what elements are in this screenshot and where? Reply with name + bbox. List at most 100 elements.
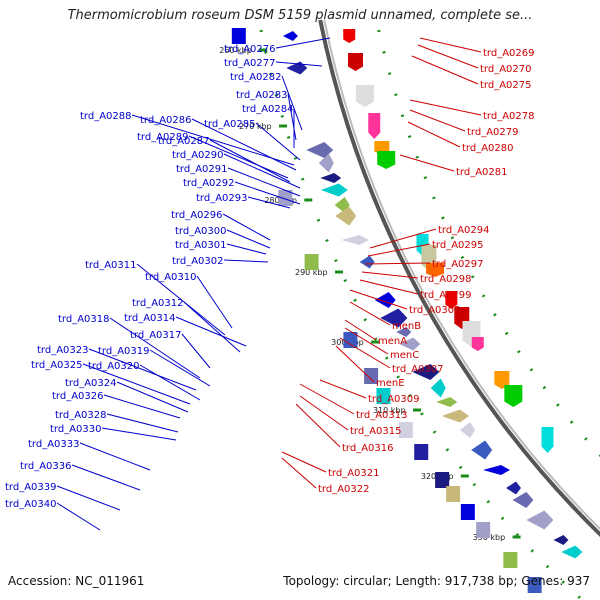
gene-label-right: menB: [392, 321, 421, 332]
forward-gene: [320, 173, 342, 183]
reverse-gene: [348, 53, 364, 71]
reverse-gene: [368, 113, 381, 139]
gene-label-right: trd_A0315: [350, 426, 402, 437]
forward-gene: [505, 481, 521, 495]
label-leader: [281, 457, 317, 489]
label-leader: [191, 118, 297, 171]
gene-label-right: trd_A0295: [432, 240, 484, 251]
gene-label-right: trd_A0303: [409, 305, 461, 316]
gene-label-left: trd_A0326: [52, 391, 104, 402]
reverse-gene: [426, 263, 445, 277]
gene-label-right: menC: [390, 350, 419, 361]
reverse-gene: [504, 385, 523, 407]
label-leader: [295, 403, 341, 448]
forward-gene-block: [398, 422, 413, 438]
label-leader: [116, 381, 189, 413]
label-leader: [399, 154, 455, 172]
label-leader: [139, 364, 201, 401]
forward-gene: [306, 142, 334, 158]
gene-label-left: trd_A0282: [230, 72, 282, 83]
gene-label-right: trd_A0322: [318, 484, 370, 495]
gene-label-left: trd_A0300: [175, 226, 227, 237]
label-leader: [287, 93, 297, 141]
label-leader: [109, 317, 201, 379]
forward-gene-block: [231, 28, 246, 44]
label-leader: [136, 263, 226, 336]
label-leader: [183, 301, 241, 353]
label-leader: [149, 349, 211, 387]
gene-label-left: trd_A0291: [176, 164, 228, 175]
gene-label-left: trd_A0311: [85, 260, 137, 271]
label-leader: [196, 275, 233, 329]
gene-label-left: trd_A0333: [28, 439, 80, 450]
label-leader: [223, 259, 269, 263]
forward-gene-block: [278, 190, 293, 206]
gene-label-left: trd_A0330: [50, 424, 102, 435]
gene-label-left: trd_A0320: [88, 361, 140, 372]
label-leader: [349, 301, 391, 326]
label-leader: [364, 262, 431, 265]
forward-gene: [512, 492, 534, 508]
forward-gene: [561, 545, 583, 559]
label-leader: [223, 153, 301, 189]
gene-label-right: trd_A0270: [480, 64, 532, 75]
gene-label-right: menE: [376, 378, 405, 389]
gene-label-left: trd_A0283: [236, 90, 288, 101]
forward-gene-block: [503, 552, 518, 568]
gene-label-left: trd_A0285: [204, 119, 256, 130]
gene-label-left: trd_A0288: [80, 111, 132, 122]
label-leader: [222, 213, 271, 241]
forward-gene: [460, 422, 476, 438]
label-leader: [299, 395, 349, 431]
label-leader: [339, 337, 391, 369]
label-leader: [234, 181, 301, 205]
label-leader: [369, 228, 437, 249]
forward-gene-block: [304, 254, 319, 270]
gene-label-left: trd_A0287: [158, 136, 210, 147]
gene-label-left: trd_A0323: [37, 345, 89, 356]
gene-label-left: trd_A0318: [58, 314, 110, 325]
gene-label-right: trd_A0269: [483, 48, 535, 59]
label-leader: [335, 345, 375, 383]
label-leader: [407, 121, 461, 148]
forward-gene: [553, 535, 569, 545]
gene-label-left: trd_A0301: [175, 240, 227, 251]
label-leader: [103, 394, 181, 419]
gene-label-left: trd_A0296: [171, 210, 223, 221]
label-leader: [56, 502, 101, 531]
label-leader: [226, 229, 271, 249]
label-leader: [88, 348, 197, 391]
forward-gene: [412, 364, 440, 380]
label-leader: [411, 55, 479, 85]
gene-label-right: trd_A0294: [438, 225, 490, 236]
forward-gene-block: [476, 522, 491, 538]
label-leader: [255, 122, 301, 161]
gene-label-right: trd_A0321: [328, 468, 380, 479]
label-leader: [188, 135, 289, 179]
map-title: Thermomicrobium roseum DSM 5159 plasmid …: [67, 8, 533, 23]
backbone-shade: [323, 19, 600, 530]
label-leader: [319, 379, 367, 399]
gene-label-right: trd_A0313: [356, 410, 408, 421]
forward-gene: [374, 292, 396, 308]
gene-label-left: trd_A0293: [196, 193, 248, 204]
forward-gene: [399, 337, 421, 351]
label-leader: [175, 316, 247, 347]
gene-label-left: trd_A0314: [124, 313, 176, 324]
label-leader: [247, 196, 291, 209]
kbp-tick-label: 290 kbp: [295, 268, 328, 277]
label-leader: [209, 139, 291, 183]
label-leader: [361, 271, 419, 279]
gene-label-right: trd_A0275: [480, 80, 532, 91]
gene-label-left: trd_A0328: [55, 410, 107, 421]
gene-label-right: trd_A0307: [392, 364, 444, 375]
gene-label-left: trd_A0292: [183, 178, 235, 189]
gene-label-left: trd_A0277: [224, 58, 276, 69]
forward-gene: [318, 153, 334, 173]
reverse-gene: [343, 29, 356, 43]
label-leader: [409, 99, 482, 116]
reverse-gene: [377, 151, 396, 169]
label-leader: [82, 363, 191, 405]
label-leader: [71, 464, 141, 491]
